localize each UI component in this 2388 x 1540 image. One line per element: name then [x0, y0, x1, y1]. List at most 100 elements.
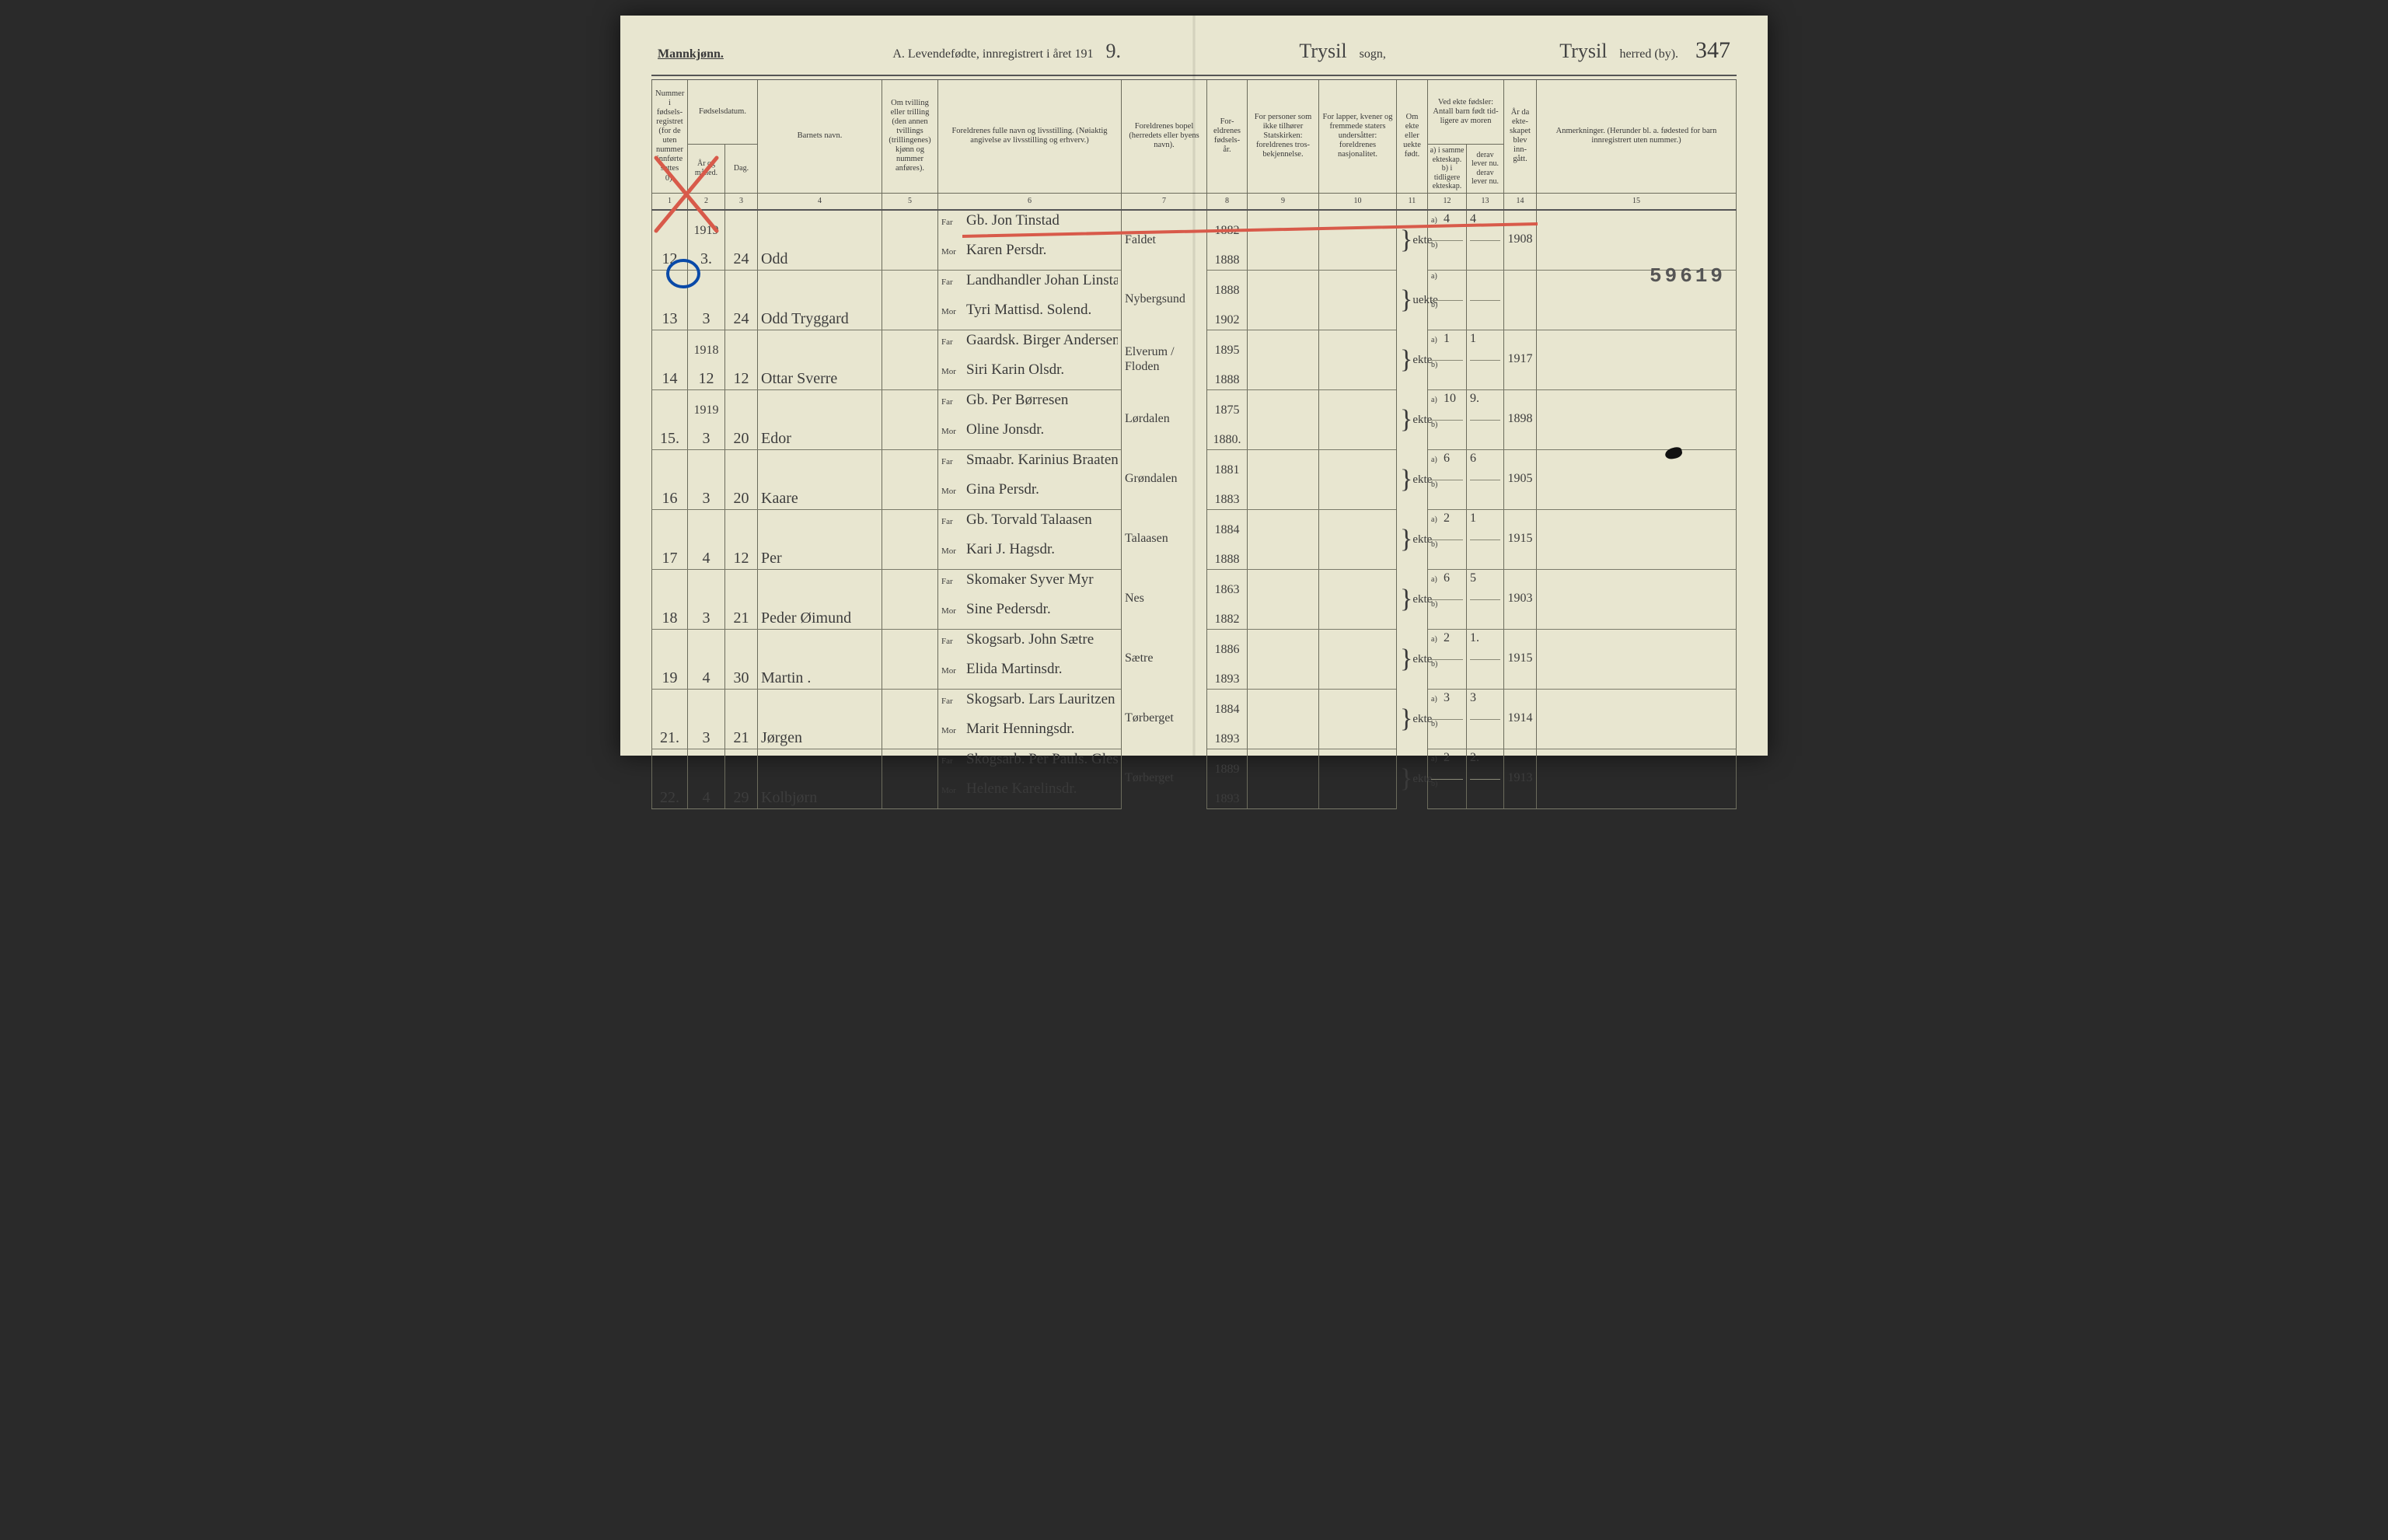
- cell-name: [758, 629, 882, 659]
- cell-far-year: 1884: [1207, 689, 1248, 719]
- cell-nat: [1319, 719, 1397, 749]
- cell-twin: [882, 480, 938, 510]
- cell-faith: [1248, 330, 1319, 360]
- cell-num: [652, 389, 688, 420]
- cell-name: [758, 689, 882, 719]
- year-digit: 9.: [1101, 40, 1126, 63]
- cell-far-year: 1875: [1207, 389, 1248, 420]
- cell-mor: MorGina Persdr.: [938, 480, 1122, 510]
- colnum: 2: [688, 193, 725, 210]
- cell-twin: [882, 749, 938, 779]
- cell-brace: }ekte: [1397, 689, 1428, 749]
- cell-mor: MorKari J. Hagsdr.: [938, 540, 1122, 570]
- cell-remarks: [1537, 689, 1737, 749]
- cell-name: Jørgen: [758, 719, 882, 749]
- cell-mor: MorSiri Karin Olsdr.: [938, 360, 1122, 390]
- cell-c14: 1915: [1504, 509, 1537, 569]
- cell-place: Grøndalen: [1122, 449, 1207, 509]
- cell-nat: [1319, 509, 1397, 540]
- hdr-c8: For-eldrenes fødsels-år.: [1207, 80, 1248, 193]
- cell-name: Per: [758, 540, 882, 570]
- colnum: 7: [1122, 193, 1207, 210]
- cell-num: [652, 330, 688, 360]
- colnum: 8: [1207, 193, 1248, 210]
- cell-mor: MorOline Jonsdr.: [938, 420, 1122, 450]
- cell-mor-year: 1882: [1207, 599, 1248, 630]
- cell-nat: [1319, 599, 1397, 630]
- cell-day: 12: [725, 540, 758, 570]
- cell-mor-year: 1888: [1207, 240, 1248, 271]
- cell-nat: [1319, 270, 1397, 300]
- cell-day: 24: [725, 300, 758, 330]
- cell-mor: MorHelene Karelinsdr.: [938, 779, 1122, 809]
- cell-faith: [1248, 689, 1319, 719]
- cell-name: [758, 569, 882, 599]
- cell-day: [725, 389, 758, 420]
- cell-num: 16: [652, 480, 688, 510]
- hdr-c14: År da ekte-skapet blev inn-gått.: [1504, 80, 1537, 193]
- cell-far: FarLandhandler Johan Linstad: [938, 270, 1122, 300]
- cell-year: 1919: [688, 210, 725, 240]
- cell-c14: 1915: [1504, 629, 1537, 689]
- hdr-c12: a) i samme ekteskap. b) i tidligere ekte…: [1428, 145, 1467, 194]
- hdr-c4: Barnets navn.: [758, 80, 882, 193]
- table-header: Nummer i fødsels-registret (for de uten …: [652, 80, 1737, 210]
- cell-day: 12: [725, 360, 758, 390]
- cell-num: 12: [652, 240, 688, 271]
- cell-c12: a)1 b): [1428, 330, 1467, 389]
- register-table: Nummer i fødsels-registret (for de uten …: [651, 80, 1737, 809]
- cell-faith: [1248, 480, 1319, 510]
- cell-num: [652, 270, 688, 300]
- hdr-c7: Foreldrenes bopel (herredets eller byens…: [1122, 80, 1207, 193]
- cell-day: 21: [725, 719, 758, 749]
- cell-mor-year: 1893: [1207, 719, 1248, 749]
- cell-c12: a)6 b): [1428, 449, 1467, 509]
- cell-far: FarSkomaker Syver Myr: [938, 569, 1122, 599]
- cell-mor: MorMarit Henningsdr.: [938, 719, 1122, 749]
- cell-day: [725, 569, 758, 599]
- cell-c12: a)6 b): [1428, 569, 1467, 629]
- cell-far: FarSmaabr. Karinius Braaten: [938, 449, 1122, 480]
- cell-far-year: 1895: [1207, 330, 1248, 360]
- cell-name: [758, 270, 882, 300]
- cell-far-year: 1881: [1207, 449, 1248, 480]
- cell-name: Kolbjørn: [758, 779, 882, 809]
- cell-brace: }ekte: [1397, 389, 1428, 449]
- hdr-c15: Anmerkninger. (Herunder bl. a. fødested …: [1537, 80, 1737, 193]
- cell-twin: [882, 540, 938, 570]
- cell-name: Odd Tryggard: [758, 300, 882, 330]
- cell-month: 3: [688, 719, 725, 749]
- cell-day: [725, 629, 758, 659]
- cell-day: 30: [725, 659, 758, 690]
- cell-faith: [1248, 629, 1319, 659]
- colnum: 9: [1248, 193, 1319, 210]
- colnum: 1: [652, 193, 688, 210]
- cell-remarks: [1537, 749, 1737, 808]
- cell-far-year: 1863: [1207, 569, 1248, 599]
- cell-c14: 1913: [1504, 749, 1537, 808]
- record-row-far: FarSkogsarb. Lars Lauritzen Tørberget188…: [652, 689, 1737, 719]
- cell-place: Talaasen: [1122, 509, 1207, 569]
- cell-nat: [1319, 420, 1397, 450]
- cell-c12: a)10 b): [1428, 389, 1467, 449]
- cell-mor-year: 1880.: [1207, 420, 1248, 450]
- cell-twin: [882, 420, 938, 450]
- cell-nat: [1319, 659, 1397, 690]
- cell-name: Martin .: [758, 659, 882, 690]
- hdr-c11: Om ekte eller uekte født.: [1397, 80, 1428, 193]
- cell-c12: a) b): [1428, 270, 1467, 330]
- cell-num: 17: [652, 540, 688, 570]
- cell-num: [652, 449, 688, 480]
- cell-c13: [1467, 270, 1504, 330]
- cell-twin: [882, 389, 938, 420]
- cell-nat: [1319, 300, 1397, 330]
- cell-day: [725, 330, 758, 360]
- cell-brace: }uekte: [1397, 270, 1428, 330]
- table-body: 1919 FarGb. Jon Tinstad Faldet1882}ekte …: [652, 210, 1737, 809]
- hdr-c1: Nummer i fødsels-registret (for de uten …: [652, 80, 688, 193]
- record-row-far: FarGb. Torvald Talaasen Talaasen1884}ekt…: [652, 509, 1737, 540]
- cell-nat: [1319, 569, 1397, 599]
- cell-num: [652, 210, 688, 240]
- cell-place: Elverum / Floden: [1122, 330, 1207, 389]
- cell-c14: 1914: [1504, 689, 1537, 749]
